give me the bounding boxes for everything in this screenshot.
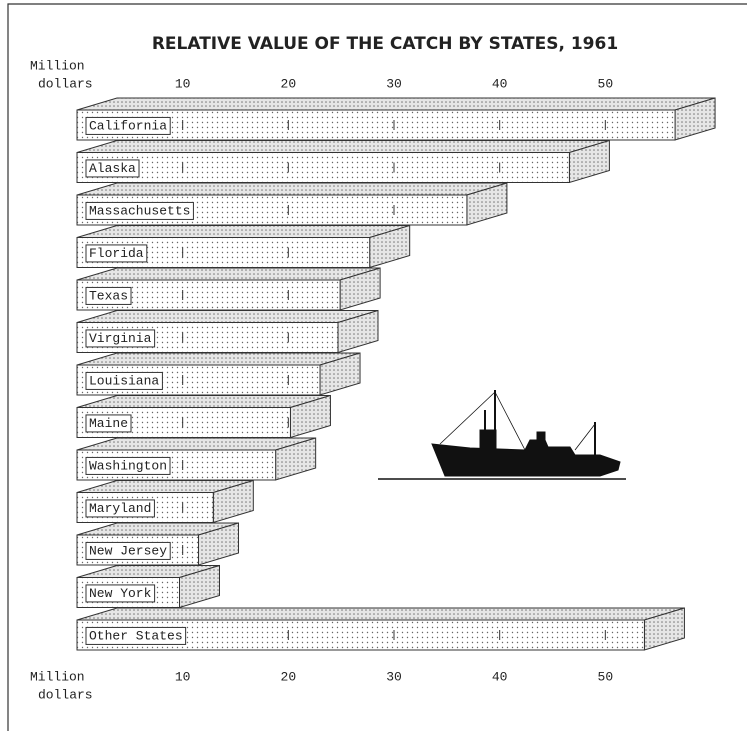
category-label: Other States (89, 628, 183, 643)
category-label: Washington (89, 458, 167, 473)
axis-label: dollars (38, 76, 93, 91)
x-tick-label: 30 (386, 669, 402, 684)
chart-title: RELATIVE VALUE OF THE CATCH BY STATES, 1… (152, 34, 618, 54)
x-tick-label: 50 (598, 669, 614, 684)
category-label: California (89, 118, 167, 133)
bar-group: New Jersey (77, 523, 239, 565)
bar-group: Massachusetts (77, 183, 507, 225)
bar-group: Other States (77, 608, 684, 650)
category-label: New Jersey (89, 543, 167, 558)
x-tick-label: 20 (281, 669, 297, 684)
axis-label: Million (30, 58, 85, 73)
bar-top (77, 183, 507, 195)
bar-group: Alaska (77, 141, 609, 183)
category-label: Louisiana (89, 373, 159, 388)
bar-group: Virginia (77, 311, 378, 353)
bar-top (77, 396, 330, 408)
chart: RELATIVE VALUE OF THE CATCH BY STATES, 1… (0, 0, 747, 731)
category-label: Maine (89, 416, 128, 431)
category-label: Alaska (89, 161, 136, 176)
bar-group: Maine (77, 396, 330, 438)
bar-group: Washington (77, 438, 316, 480)
x-tick-label: 10 (175, 76, 191, 91)
x-tick-label: 20 (281, 76, 297, 91)
x-tick-label: 50 (598, 76, 614, 91)
bar-top (77, 268, 380, 280)
bar-top (77, 226, 410, 238)
bar-top (77, 438, 316, 450)
bar-group: Texas (77, 268, 380, 310)
category-label: New York (89, 586, 152, 601)
category-label: Florida (89, 246, 144, 261)
bar-group: Louisiana (77, 353, 360, 395)
category-label: Maryland (89, 501, 151, 516)
x-tick-label: 40 (492, 669, 508, 684)
bar-group: Florida (77, 226, 410, 268)
x-tick-label: 10 (175, 669, 191, 684)
axis-label: Million (30, 669, 85, 684)
x-tick-label: 30 (386, 76, 402, 91)
category-label: Virginia (89, 331, 152, 346)
axis-label: dollars (38, 687, 93, 702)
bar-top (77, 353, 360, 365)
bar-group: Maryland (77, 481, 253, 523)
category-label: Texas (89, 288, 128, 303)
bar-top (77, 141, 609, 153)
bar-top (77, 311, 378, 323)
bar-top (77, 98, 715, 110)
category-label: Massachusetts (89, 203, 190, 218)
ship-illustration (378, 390, 626, 479)
x-tick-label: 40 (492, 76, 508, 91)
bar (77, 153, 569, 183)
bar-group: California (77, 98, 715, 140)
bar-top (77, 608, 684, 620)
bar-group: New York (77, 566, 219, 608)
